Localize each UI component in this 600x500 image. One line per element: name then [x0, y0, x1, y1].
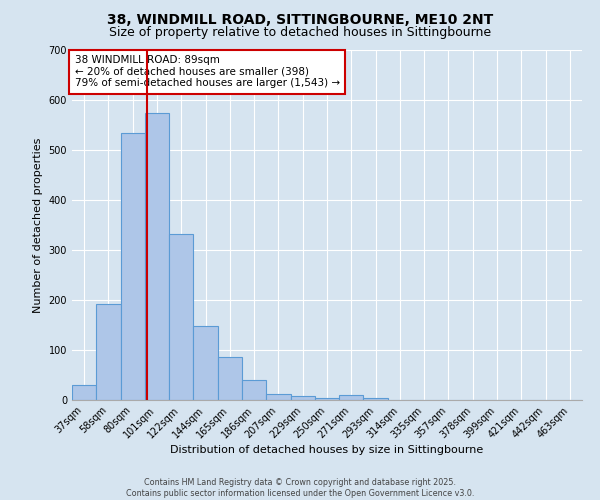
Text: Size of property relative to detached houses in Sittingbourne: Size of property relative to detached ho… [109, 26, 491, 39]
Y-axis label: Number of detached properties: Number of detached properties [33, 138, 43, 312]
Bar [96, 304, 121, 400]
Bar [72, 385, 96, 400]
Text: Contains HM Land Registry data © Crown copyright and database right 2025.
Contai: Contains HM Land Registry data © Crown c… [126, 478, 474, 498]
X-axis label: Distribution of detached houses by size in Sittingbourne: Distribution of detached houses by size … [170, 446, 484, 456]
Bar [242, 380, 266, 400]
Bar [315, 398, 339, 400]
Bar [290, 396, 315, 400]
Bar [266, 394, 290, 400]
Bar [193, 326, 218, 400]
Bar [339, 395, 364, 400]
Text: 38 WINDMILL ROAD: 89sqm
← 20% of detached houses are smaller (398)
79% of semi-d: 38 WINDMILL ROAD: 89sqm ← 20% of detache… [74, 56, 340, 88]
Bar [218, 356, 242, 400]
Bar [364, 398, 388, 400]
Bar [121, 132, 145, 400]
Text: 38, WINDMILL ROAD, SITTINGBOURNE, ME10 2NT: 38, WINDMILL ROAD, SITTINGBOURNE, ME10 2… [107, 12, 493, 26]
Bar [145, 112, 169, 400]
Bar [169, 234, 193, 400]
